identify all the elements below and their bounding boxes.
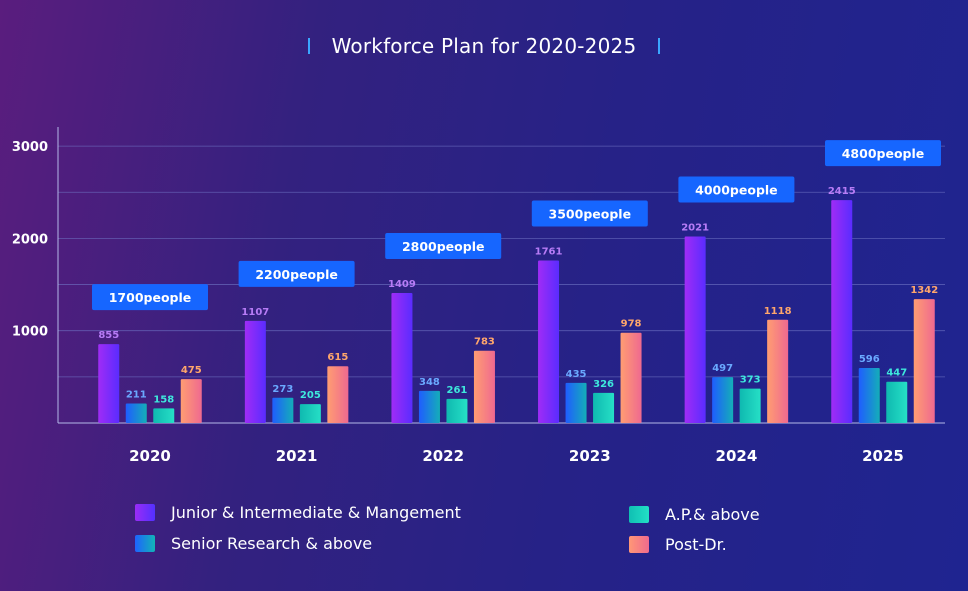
data-label-post-2025: 1342 [910, 285, 938, 296]
total-box-2024 [678, 176, 795, 203]
data-label-junior-2023: 1761 [535, 246, 563, 257]
title-left-bar [307, 38, 310, 54]
data-label-junior-2022: 1409 [388, 279, 416, 290]
legend-senior: Senior Research & above [135, 534, 372, 553]
data-label-senior-2020: 211 [126, 390, 147, 401]
data-label-junior-2021: 1107 [241, 307, 269, 318]
data-label-post-2023: 978 [621, 319, 642, 330]
data-label-junior-2024: 2021 [681, 222, 709, 233]
y-tick-label: 2000 [12, 232, 48, 247]
legend-label-senior: Senior Research & above [171, 534, 373, 553]
bar-ap-2022 [446, 398, 468, 423]
data-label-senior-2025: 596 [859, 354, 880, 365]
legend-post: Post-Dr. [629, 535, 727, 554]
bar-junior-2020 [98, 344, 120, 423]
legend-label-ap: A.P.& above [665, 505, 760, 524]
data-label-post-2020: 475 [181, 365, 202, 376]
bar-junior-2024 [684, 236, 706, 423]
title-row: Workforce Plan for 2020-2025 [0, 34, 968, 58]
data-label-junior-2020: 855 [98, 330, 119, 341]
legend-label-post: Post-Dr. [665, 535, 727, 554]
total-label-2024: 4000people [695, 182, 778, 197]
legend-ap: A.P.& above [629, 505, 760, 524]
total-box-2023 [531, 200, 648, 227]
title-right-bar [658, 38, 661, 54]
bar-senior-2022 [418, 390, 440, 423]
data-label-ap-2022: 261 [447, 385, 468, 396]
x-tick-label-2022: 2022 [422, 447, 464, 465]
bar-post-2022 [473, 350, 495, 423]
total-label-2022: 2800people [402, 239, 485, 254]
bar-post-2023 [620, 332, 642, 423]
y-tick-label: 3000 [12, 140, 48, 155]
x-tick-label-2021: 2021 [276, 447, 318, 465]
total-box-2022 [385, 232, 502, 259]
data-label-post-2021: 615 [327, 352, 348, 363]
legend-swatch-post [629, 536, 649, 553]
bar-ap-2023 [593, 392, 615, 423]
data-label-senior-2023: 435 [566, 369, 587, 380]
legend-label-junior: Junior & Intermediate & Mangement [171, 503, 461, 522]
total-box-2021 [238, 260, 355, 287]
bar-post-2024 [767, 319, 789, 423]
total-box-2020 [92, 284, 208, 311]
bar-post-2025 [913, 299, 935, 423]
data-label-post-2024: 1118 [764, 306, 792, 317]
x-tick-label-2025: 2025 [862, 447, 904, 465]
legend-swatch-junior [135, 504, 155, 521]
total-label-2021: 2200people [255, 267, 338, 282]
data-label-ap-2025: 447 [886, 368, 907, 379]
data-label-ap-2024: 373 [740, 375, 761, 386]
legend-junior: Junior & Intermediate & Mangement [135, 503, 461, 522]
bar-post-2021 [327, 366, 349, 423]
data-label-ap-2021: 205 [300, 390, 321, 401]
chart-title: Workforce Plan for 2020-2025 [331, 34, 637, 58]
data-label-junior-2025: 2415 [828, 186, 856, 197]
bar-junior-2025 [831, 200, 853, 423]
x-tick-label-2023: 2023 [569, 447, 611, 465]
bar-junior-2022 [391, 292, 413, 423]
bar-senior-2023 [565, 382, 587, 423]
data-label-post-2022: 783 [474, 337, 495, 348]
bar-ap-2020 [153, 408, 175, 423]
total-label-2020: 1700people [109, 290, 192, 305]
total-box-2025 [825, 140, 941, 167]
x-tick-label-2020: 2020 [129, 447, 171, 465]
bar-junior-2021 [244, 320, 266, 423]
bar-junior-2023 [538, 260, 560, 423]
legend-swatch-senior [135, 535, 155, 552]
bar-ap-2021 [299, 404, 321, 423]
data-label-senior-2021: 273 [272, 384, 293, 395]
legend-swatch-ap [629, 506, 649, 523]
y-tick-label: 1000 [12, 325, 48, 340]
bar-post-2020 [180, 379, 202, 423]
total-label-2025: 4800people [842, 146, 925, 161]
bar-senior-2025 [858, 367, 880, 423]
x-tick-label-2024: 2024 [716, 447, 758, 465]
data-label-senior-2022: 348 [419, 377, 440, 388]
bar-senior-2024 [712, 377, 734, 423]
bar-ap-2024 [739, 388, 761, 423]
data-label-senior-2024: 497 [712, 363, 733, 374]
bar-senior-2020 [125, 403, 147, 423]
bar-senior-2021 [272, 397, 294, 423]
data-label-ap-2023: 326 [593, 379, 614, 390]
total-label-2023: 3500people [549, 206, 632, 221]
data-label-ap-2020: 158 [153, 394, 174, 405]
bar-ap-2025 [886, 381, 908, 423]
